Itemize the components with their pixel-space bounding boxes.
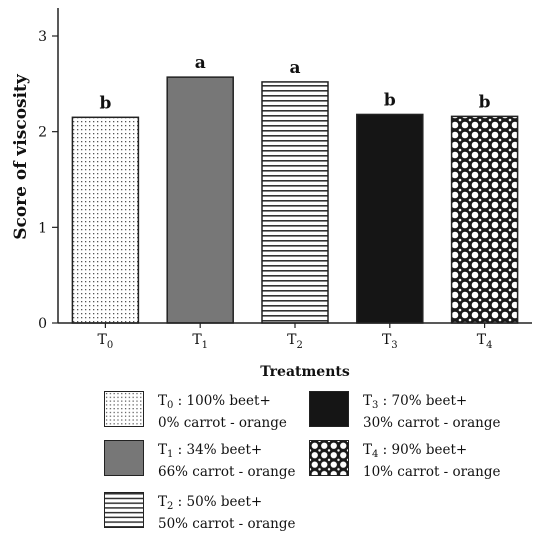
bar-chart: b T0 a T1 a T2 b T3 b T4 0 1 2 3 Score of viscosity T… [11, 8, 532, 380]
significance-label-T0: b [99, 93, 111, 113]
legend-swatch [104, 492, 144, 528]
significance-label-T1: a [195, 53, 206, 73]
bar-T2 [261, 81, 329, 324]
bar-T4 [450, 115, 519, 324]
significance-label-T4: b [479, 92, 491, 112]
x-tick-label-T0: T0 [98, 332, 114, 351]
x-tick-label-T2: T2 [287, 332, 303, 351]
legend-swatch [309, 391, 349, 427]
significance-label-T2: a [289, 58, 300, 78]
legend-label: T3 : 70% beet+ 30% carrot - orange [363, 393, 501, 431]
legend-swatch [104, 391, 144, 427]
legend-label: T2 : 50% beet+ 50% carrot - orange [158, 494, 296, 532]
legend-label: T4 : 90% beet+ 10% carrot - orange [363, 442, 501, 480]
legend-item-T2: T2 : 50% beet+ 50% carrot - orange [104, 492, 295, 534]
x-tick-label-T1: T1 [192, 332, 208, 351]
legend: T0 : 100% beet+ 0% carrot - orange T1 : 34… [104, 391, 524, 534]
x-axis-title: Treatments [260, 364, 350, 380]
legend-item-T1: T1 : 34% beet+ 66% carrot - orange [104, 440, 295, 482]
y-tick-label: 1 [38, 220, 47, 236]
y-tick-label: 2 [38, 125, 47, 141]
legend-label: T1 : 34% beet+ 66% carrot - orange [158, 442, 296, 480]
bar-T0 [71, 116, 140, 324]
x-tick-label-T4: T4 [477, 332, 493, 351]
y-tick-label: 3 [38, 29, 47, 45]
x-tick-label-T3: T3 [382, 332, 398, 351]
bar-T1 [166, 76, 234, 324]
legend-swatch [104, 440, 144, 476]
significance-label-T3: b [384, 90, 396, 110]
bar-T3 [356, 113, 424, 324]
legend-item-T3: T3 : 70% beet+ 30% carrot - orange [309, 391, 500, 433]
legend-swatch [309, 440, 349, 476]
legend-label: T0 : 100% beet+ 0% carrot - orange [158, 393, 287, 431]
legend-item-T0: T0 : 100% beet+ 0% carrot - orange [104, 391, 287, 433]
y-tick-label: 0 [38, 316, 47, 332]
legend-item-T4: T4 : 90% beet+ 10% carrot - orange [309, 440, 500, 482]
y-axis-title: Score of viscosity [11, 73, 31, 240]
